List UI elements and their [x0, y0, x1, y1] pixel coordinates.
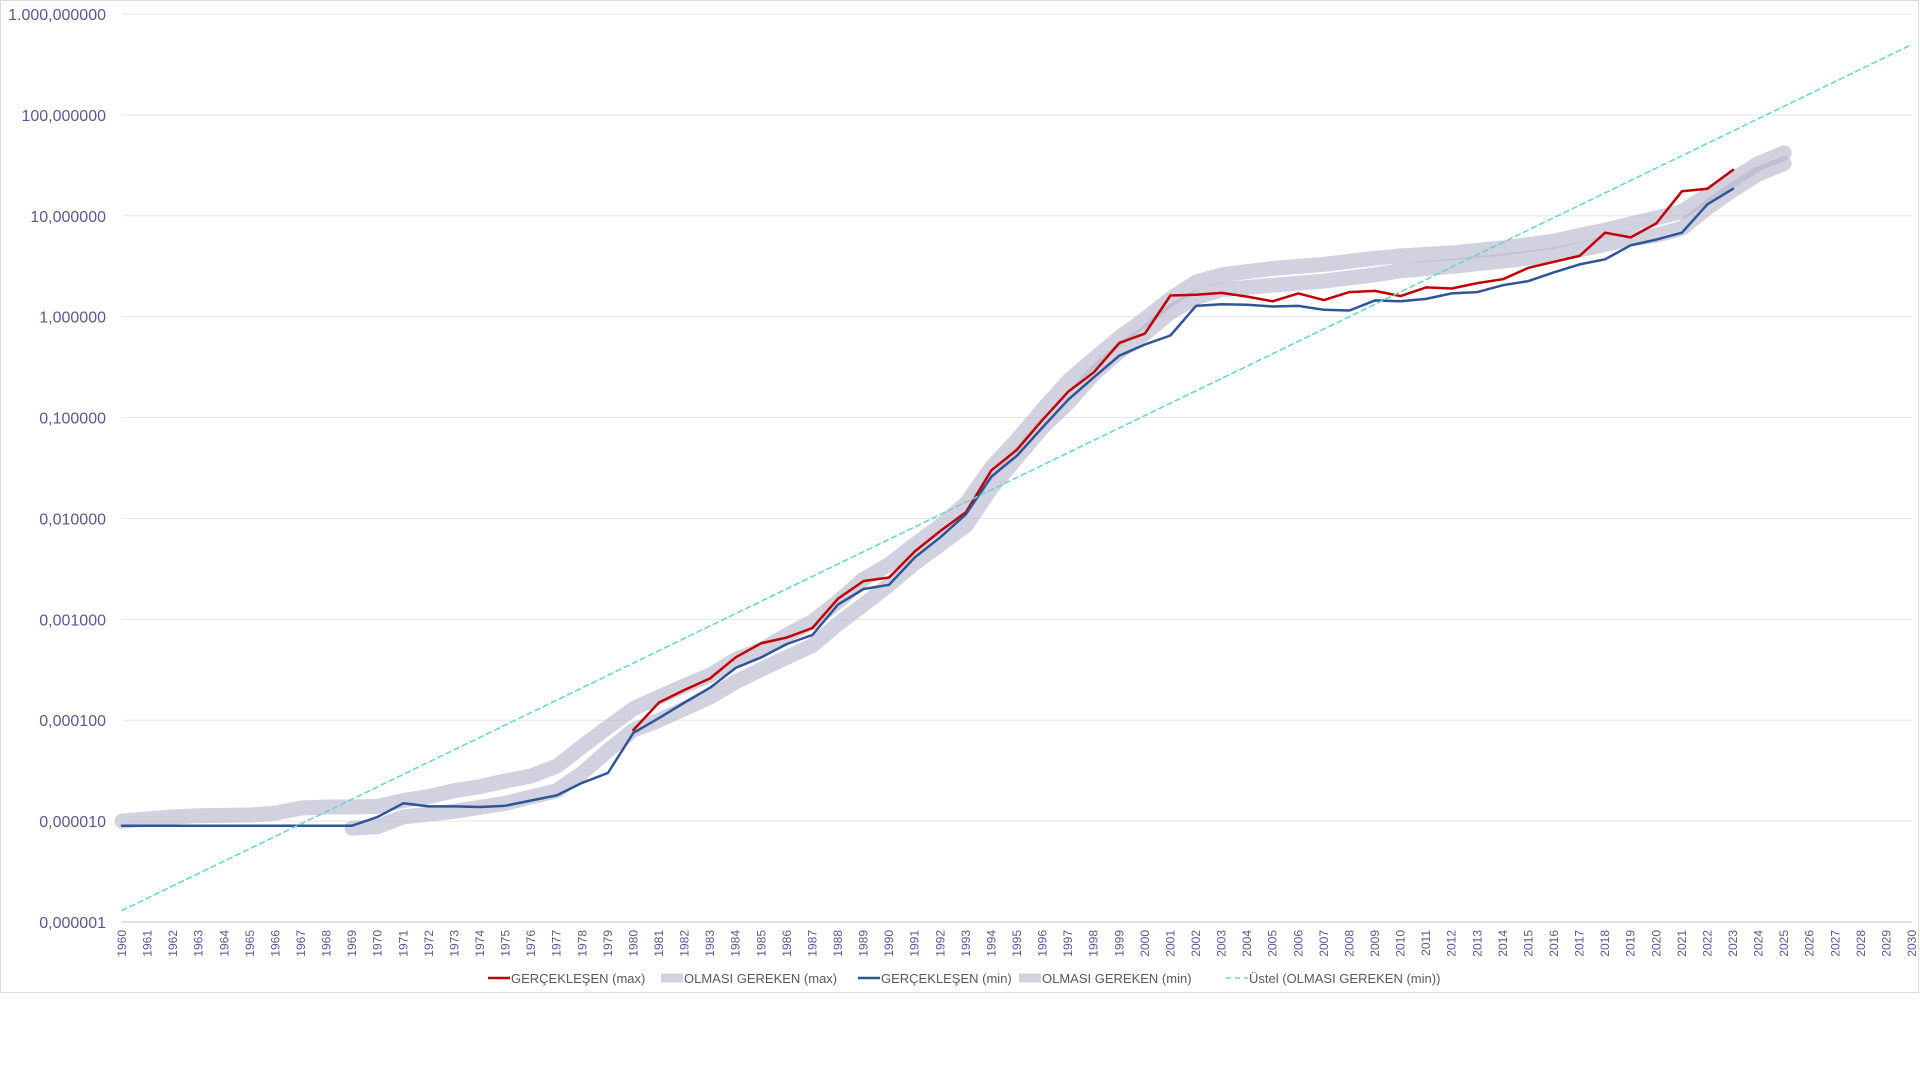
- x-tick-label: 2024: [1752, 930, 1766, 957]
- legend-label: OLMASI GEREKEN (min): [1042, 971, 1192, 986]
- x-tick-label: 2015: [1521, 930, 1535, 957]
- band-series: [114, 145, 1792, 836]
- x-tick-label: 2022: [1700, 930, 1714, 957]
- x-tick-label: 1996: [1036, 930, 1050, 957]
- x-tick-label: 1991: [908, 930, 922, 957]
- x-tick-label: 1998: [1087, 930, 1101, 957]
- y-tick-label: 1.000,000000: [8, 7, 106, 24]
- x-tick-label: 1974: [473, 930, 487, 957]
- x-tick-label: 1993: [959, 930, 973, 957]
- series-line-stel-olmasi-gereken-min: [121, 43, 1913, 912]
- x-tick-label: 1999: [1112, 930, 1126, 957]
- x-tick-label: 2013: [1470, 930, 1484, 957]
- x-tick-label: 1961: [141, 930, 155, 957]
- x-tick-label: 1987: [805, 930, 819, 957]
- line-series: [120, 43, 1913, 912]
- x-tick-label: 1983: [703, 930, 717, 957]
- x-tick-label: 1995: [1010, 930, 1024, 957]
- x-tick-label: 1969: [345, 930, 359, 957]
- legend: GERÇEKLEŞEN (max) OLMASI GEREKEN (max) GER…: [488, 971, 1440, 986]
- x-tick-label: 1980: [626, 930, 640, 957]
- legend-label: Üstel (OLMASI GEREKEN (min)): [1249, 971, 1440, 986]
- x-tick-label: 2001: [1163, 930, 1177, 957]
- x-tick-label: 2021: [1675, 930, 1689, 957]
- series-line-ger-ekle-en-min: [120, 187, 1735, 827]
- legend-label: GERÇEKLEŞEN (min): [881, 971, 1012, 986]
- x-tick-label: 2030: [1905, 930, 1919, 957]
- y-tick-label: 0,010000: [39, 511, 106, 528]
- x-tick-label: 1977: [550, 930, 564, 957]
- x-tick-label: 1964: [217, 930, 231, 957]
- series-line-olmasi-gereken-min: [344, 156, 1792, 836]
- x-tick-label: 1967: [294, 930, 308, 957]
- x-tick-label: 1960: [115, 930, 129, 957]
- x-tick-label: 1994: [984, 930, 998, 957]
- x-tick-label: 1990: [882, 930, 896, 957]
- y-tick-label: 0,000100: [39, 713, 106, 730]
- x-tick-label: 1989: [857, 930, 871, 957]
- x-tick-label: 1971: [396, 930, 410, 957]
- legend-label: OLMASI GEREKEN (max): [684, 971, 837, 986]
- x-axis: 1960 1961 1962 1963 1964 1965 1966 1967 1968 1969…: [115, 930, 1919, 957]
- x-tick-label: 2009: [1368, 930, 1382, 957]
- x-tick-label: 1992: [933, 930, 947, 957]
- y-tick-label: 0,000010: [39, 814, 106, 831]
- x-tick-label: 1982: [678, 930, 692, 957]
- x-tick-label: 1981: [652, 930, 666, 957]
- x-tick-label: 1985: [754, 930, 768, 957]
- x-tick-label: 2002: [1189, 930, 1203, 957]
- y-tick-label: 1,000000: [39, 310, 106, 327]
- x-tick-label: 1966: [268, 930, 282, 957]
- x-tick-label: 2023: [1726, 930, 1740, 957]
- x-tick-label: 2027: [1828, 930, 1842, 957]
- y-tick-label: 10,000000: [30, 209, 106, 226]
- x-tick-label: 2020: [1649, 930, 1663, 957]
- x-tick-label: 2028: [1854, 930, 1868, 957]
- x-tick-label: 2014: [1496, 930, 1510, 957]
- x-tick-label: 2003: [1215, 930, 1229, 957]
- y-axis: 0,000001 0,000010 0,000100 0,001000 0,010000…: [8, 7, 106, 932]
- x-tick-label: 1973: [447, 930, 461, 957]
- x-tick-label: 1984: [729, 930, 743, 957]
- x-tick-label: 1986: [780, 930, 794, 957]
- x-tick-label: 1975: [499, 930, 513, 957]
- x-tick-label: 1978: [575, 930, 589, 957]
- x-tick-label: 1972: [422, 930, 436, 957]
- x-tick-label: 2012: [1445, 930, 1459, 957]
- x-tick-label: 2004: [1240, 930, 1254, 957]
- x-tick-label: 1979: [601, 930, 615, 957]
- x-tick-label: 1976: [524, 930, 538, 957]
- x-tick-label: 1968: [320, 930, 334, 957]
- x-tick-label: 2011: [1419, 930, 1433, 956]
- x-tick-label: 2026: [1803, 930, 1817, 957]
- y-tick-label: 0,001000: [39, 612, 106, 629]
- x-tick-label: 2029: [1879, 930, 1893, 957]
- x-tick-label: 1988: [831, 930, 845, 957]
- x-tick-label: 1965: [243, 930, 257, 957]
- x-tick-label: 1963: [192, 930, 206, 957]
- series-line-ger-ekle-en-max: [632, 168, 1735, 732]
- x-tick-label: 2016: [1547, 930, 1561, 957]
- x-tick-label: 2006: [1291, 930, 1305, 957]
- x-tick-label: 1997: [1061, 930, 1075, 957]
- y-tick-label: 0,100000: [39, 411, 106, 428]
- x-tick-label: 2017: [1573, 930, 1587, 957]
- y-tick-label: 100,000000: [21, 108, 106, 125]
- x-tick-label: 2010: [1394, 930, 1408, 957]
- chart-area: [0, 0, 1919, 993]
- x-tick-label: 1970: [371, 930, 385, 957]
- x-tick-label: 2000: [1138, 930, 1152, 957]
- x-tick-label: 1962: [166, 930, 180, 957]
- x-tick-label: 2019: [1624, 930, 1638, 957]
- x-tick-label: 2007: [1317, 930, 1331, 957]
- x-tick-label: 2018: [1598, 930, 1612, 957]
- legend-label: GERÇEKLEŞEN (max): [511, 971, 645, 986]
- y-tick-label: 0,000001: [39, 915, 106, 932]
- series-line-olmasi-gereken-max: [114, 145, 1792, 829]
- x-tick-label: 2025: [1777, 930, 1791, 957]
- x-tick-label: 2008: [1342, 930, 1356, 957]
- x-tick-label: 2005: [1266, 930, 1280, 957]
